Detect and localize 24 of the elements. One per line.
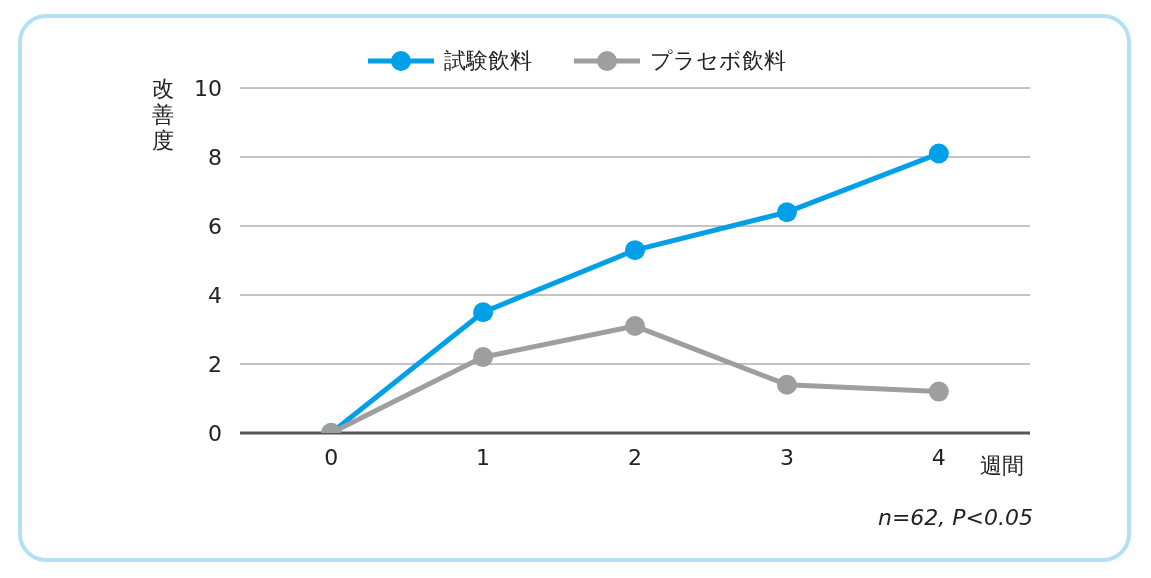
legend-label: 試験飲料	[443, 47, 532, 75]
point	[625, 240, 645, 261]
point	[928, 143, 949, 164]
point	[776, 202, 797, 223]
point	[928, 381, 949, 402]
y-tick-label: 10	[194, 75, 222, 101]
y-axis-title: 改善度	[151, 76, 175, 154]
legend-label: プラセボ飲料	[649, 47, 786, 75]
x-axis-title: 週間	[980, 452, 1024, 480]
point	[776, 374, 797, 395]
x-tick-label: 0	[324, 444, 339, 470]
x-tick-label: 3	[779, 444, 794, 470]
x-tick-label: 4	[931, 444, 946, 470]
point	[625, 316, 645, 337]
y-tick-label: 8	[208, 144, 222, 170]
y-tick-label: 6	[208, 213, 222, 239]
x-tick-label: 1	[476, 444, 491, 470]
y-tick-label: 2	[208, 351, 222, 377]
point	[473, 347, 494, 368]
x-tick-label: 2	[628, 444, 642, 470]
y-tick-label: 4	[208, 282, 222, 308]
y-tick-label: 0	[208, 420, 222, 446]
text: n=62, P<0.05	[877, 505, 1033, 530]
point	[473, 302, 494, 323]
